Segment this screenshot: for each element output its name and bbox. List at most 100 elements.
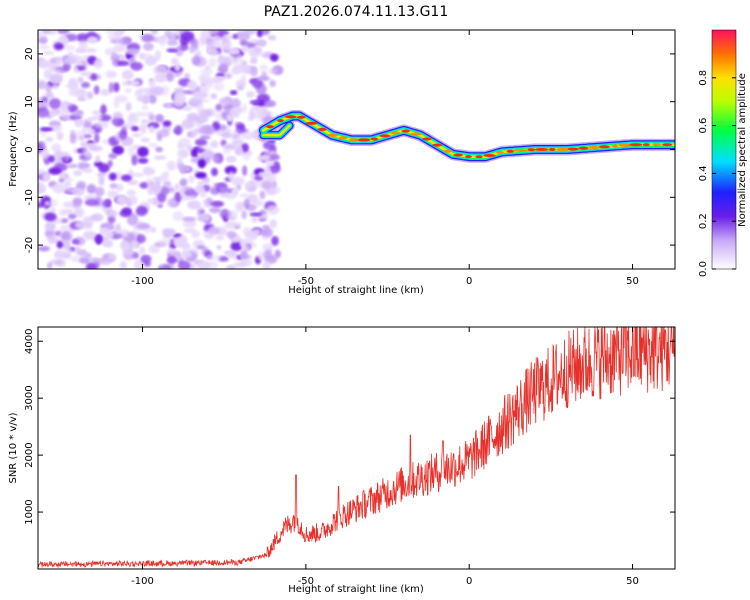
- noise-blob: [158, 238, 172, 247]
- noise-blob: [141, 33, 155, 43]
- noise-blob: [269, 219, 277, 229]
- noise-blob: [239, 39, 248, 46]
- noise-blob: [254, 175, 263, 181]
- noise-blob: [39, 127, 54, 132]
- noise-blob: [51, 83, 59, 90]
- noise-blob: [54, 43, 64, 50]
- noise-blob: [119, 261, 127, 269]
- noise-blob: [222, 143, 237, 150]
- noise-blob: [249, 58, 258, 64]
- noise-blob: [209, 207, 222, 214]
- noise-blob: [105, 232, 115, 238]
- noise-blob: [50, 68, 63, 74]
- noise-blob: [211, 167, 218, 177]
- noise-blob: [206, 40, 215, 50]
- noise-blob: [94, 262, 100, 269]
- noise-blob: [174, 125, 183, 136]
- noise-blob: [77, 96, 87, 102]
- noise-blob: [262, 243, 274, 251]
- noise-blob: [162, 120, 172, 127]
- snr-xlabel: Height of straight line (km): [288, 584, 424, 595]
- noise-blob: [112, 117, 118, 125]
- noise-blob: [129, 240, 140, 249]
- noise-blob: [93, 85, 100, 95]
- noise-blob: [208, 49, 220, 56]
- noise-blob: [246, 91, 255, 98]
- noise-blob: [116, 183, 124, 192]
- noise-blob: [221, 40, 232, 52]
- noise-blob: [188, 174, 195, 184]
- noise-blob: [118, 54, 125, 63]
- noise-blob: [242, 244, 251, 252]
- ridge-peak: [514, 149, 528, 152]
- noise-blob: [258, 171, 270, 177]
- noise-blob: [180, 250, 193, 259]
- snr-xtick-label: 50: [626, 576, 639, 587]
- ridge-peak: [277, 119, 284, 123]
- noise-blob: [68, 213, 77, 220]
- noise-blob: [215, 103, 223, 111]
- noise-blob: [236, 124, 246, 134]
- noise-blob: [249, 212, 263, 217]
- noise-blob: [106, 190, 116, 198]
- noise-blob: [118, 36, 131, 46]
- noise-blob: [135, 205, 148, 217]
- spectral-ridge: [257, 110, 675, 163]
- noise-blob: [257, 251, 266, 261]
- ridge-peak: [338, 136, 348, 140]
- noise-blob: [194, 138, 208, 147]
- noise-blob: [116, 60, 130, 66]
- noise-blob: [49, 199, 58, 208]
- noise-blob: [239, 250, 248, 260]
- noise-blob: [127, 217, 139, 226]
- noise-blob: [121, 207, 132, 215]
- ridge-peak: [370, 137, 379, 141]
- snr-xtick-label: -100: [131, 576, 154, 587]
- noise-blob: [209, 140, 219, 149]
- noise-blob: [82, 91, 88, 97]
- noise-blob: [68, 86, 79, 97]
- noise-blob: [63, 177, 74, 183]
- noise-blob: [239, 258, 253, 267]
- noise-blob: [168, 31, 177, 43]
- noise-blob: [213, 82, 225, 91]
- noise-blob: [195, 171, 207, 179]
- noise-blob: [99, 88, 111, 96]
- noise-blob: [155, 114, 164, 123]
- ridge-peak: [618, 143, 633, 147]
- noise-blob: [143, 42, 154, 51]
- noise-blob: [184, 72, 191, 81]
- noise-blob: [147, 198, 155, 204]
- spectrogram-xtick-label: -100: [131, 276, 154, 287]
- noise-blob: [38, 183, 46, 194]
- noise-blob: [208, 57, 217, 68]
- noise-blob: [249, 49, 257, 58]
- noise-blob: [261, 180, 273, 190]
- colorbar-tick-label: 0.4: [698, 165, 709, 181]
- noise-blob: [105, 30, 120, 35]
- ridge-peak: [297, 115, 306, 119]
- noise-blob: [111, 52, 118, 59]
- spectrogram-ytick-label: 20: [24, 48, 35, 61]
- noise-blob: [84, 194, 98, 201]
- ridge-peak: [611, 144, 619, 148]
- noise-blob: [226, 230, 237, 239]
- noise-blob: [262, 141, 272, 150]
- noise-blob: [43, 30, 50, 35]
- noise-blob: [112, 145, 124, 155]
- noise-blob: [174, 183, 180, 191]
- noise-blob: [187, 200, 202, 210]
- noise-blob: [222, 149, 232, 155]
- noise-blob: [126, 195, 138, 206]
- noise-blob: [230, 242, 243, 251]
- noise-blob: [86, 91, 94, 100]
- noise-blob: [49, 59, 57, 64]
- noise-blob: [148, 114, 156, 122]
- ridge-peak: [578, 146, 589, 150]
- noise-blob: [104, 70, 117, 79]
- noise-blob: [150, 226, 157, 233]
- noise-blob: [126, 179, 139, 186]
- noise-blob: [141, 104, 149, 111]
- noise-blob: [107, 32, 120, 41]
- noise-blob: [106, 254, 117, 260]
